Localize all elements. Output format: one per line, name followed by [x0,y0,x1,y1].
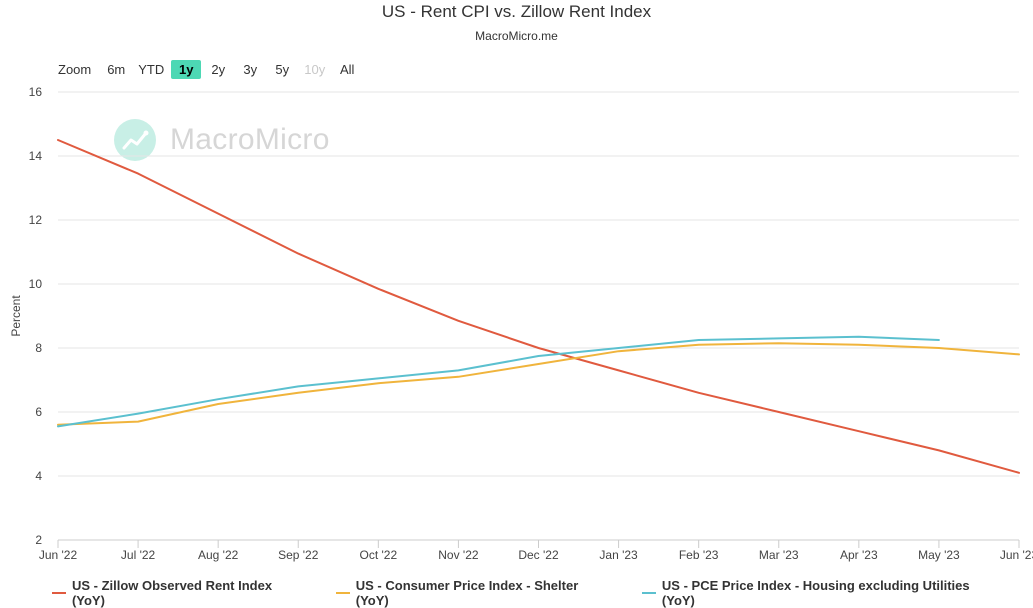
range-5y-button[interactable]: 5y [275,61,290,77]
series-line-1[interactable] [57,342,1020,426]
x-tick-label: May '23 [918,548,960,562]
y-tick-label: 6 [35,405,42,419]
range-selector: Zoom 6m YTD 1y 2y 3y 5y 10y All [58,58,364,80]
y-axis-title: Percent [9,295,23,337]
y-tick-label: 16 [29,85,43,99]
zoom-label: Zoom [58,61,92,77]
range-ytd-button[interactable]: YTD [138,61,165,77]
x-tick-label: Jun '22 [39,548,78,562]
series-line-0[interactable] [57,139,1020,474]
y-tick-label: 8 [35,341,42,355]
legend-item-pce-housing[interactable]: US - PCE Price Index - Housing excluding… [641,578,1005,608]
chart-subtitle: MacroMicro.me [475,29,558,43]
x-tick-label: Feb '23 [679,548,719,562]
range-10y-button: 10y [304,61,326,77]
legend-swatch-cpi-shelter [335,592,350,594]
chart-title: US - Rent CPI vs. Zillow Rent Index [381,2,652,21]
legend-swatch-zillow [52,592,66,594]
range-3y-button[interactable]: 3y [243,61,258,77]
grid-lines [58,91,1019,541]
range-all-button[interactable]: All [339,61,355,77]
y-axis: 2 4 6 8 10 12 14 16 Percent [9,85,42,547]
range-6m-button[interactable]: 6m [107,61,126,77]
x-tick-label: Apr '23 [840,548,878,562]
y-tick-label: 12 [29,213,43,227]
x-tick-label: Mar '23 [759,548,799,562]
legend-label-pce-housing: US - PCE Price Index - Housing excluding… [661,578,970,608]
x-tick-label: Dec '22 [518,548,559,562]
legend-label-cpi-shelter: US - Consumer Price Index - Shelter (YoY… [355,578,579,608]
legend-item-cpi-shelter[interactable]: US - Consumer Price Index - Shelter (YoY… [335,578,614,608]
series-line-2[interactable] [57,335,940,428]
y-tick-label: 10 [29,277,43,291]
legend-swatch-pce-housing [641,592,656,594]
x-tick-label: Jul '22 [121,548,156,562]
range-1y-button[interactable]: 1y [171,59,202,79]
legend: US - Zillow Observed Rent Index (YoY) US… [52,578,1033,608]
x-tick-label: Nov '22 [438,548,479,562]
y-tick-label: 2 [35,533,42,547]
x-tick-label: Jan '23 [599,548,638,562]
x-axis: Jun '22 Jul '22 Aug '22 Sep '22 Oct '22 Nov '… [39,540,1033,562]
x-tick-label: Oct '22 [360,548,398,562]
x-tick-label: Sep '22 [278,548,319,562]
legend-item-zillow[interactable]: US - Zillow Observed Rent Index (YoY) [52,578,308,608]
legend-label-zillow: US - Zillow Observed Rent Index (YoY) [71,578,273,608]
y-tick-label: 4 [35,469,42,483]
series-lines [57,139,1020,474]
range-2y-button[interactable]: 2y [211,61,226,77]
x-tick-label: Aug '22 [198,548,239,562]
x-tick-label: Jun '23 [1000,548,1033,562]
y-tick-label: 14 [29,149,43,163]
